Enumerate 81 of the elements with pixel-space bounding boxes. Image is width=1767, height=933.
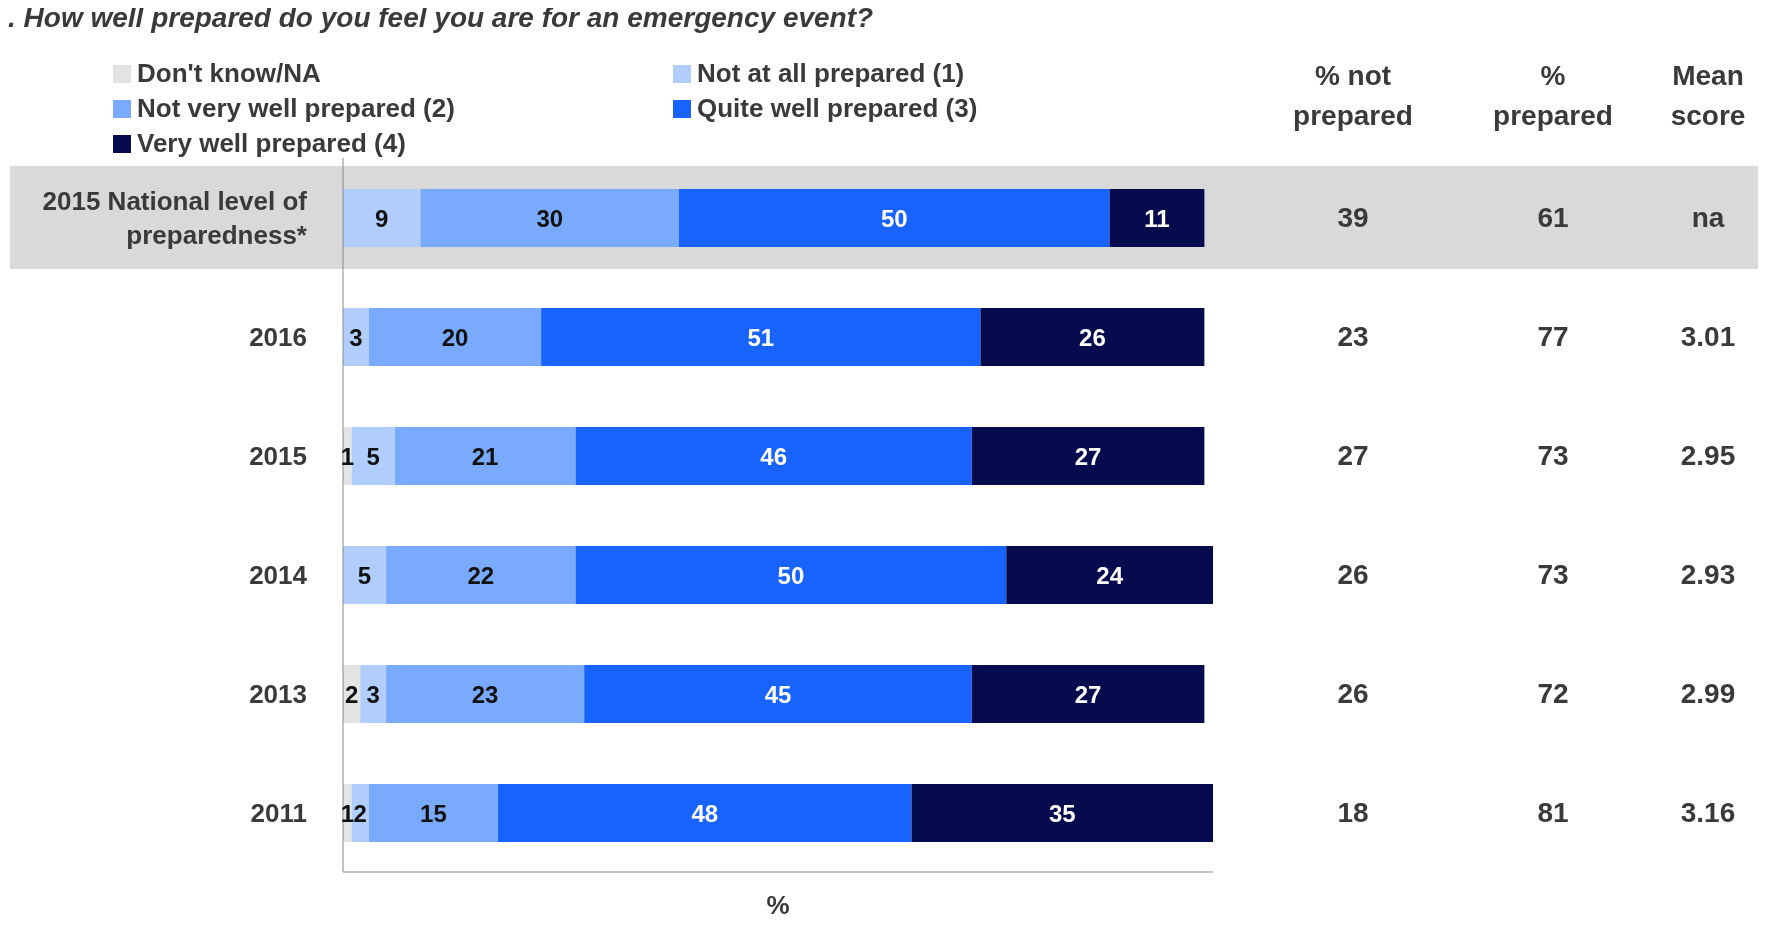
text: 18 <box>1336 795 1370 830</box>
bar <box>394 427 576 485</box>
bar <box>575 546 1007 604</box>
text: 73 <box>1536 557 1570 592</box>
data-label: 50 <box>880 204 908 232</box>
text: 3.16 <box>1679 795 1737 830</box>
data-label: 27 <box>1074 442 1102 470</box>
bar <box>368 784 499 842</box>
x-axis-title: % <box>766 890 790 920</box>
data-label: 27 <box>1074 680 1102 708</box>
text: Mean score <box>1669 59 1747 133</box>
data-label: 48 <box>691 799 719 827</box>
data-label: 11 <box>1144 204 1170 232</box>
legend-label: Not at all prepared (1) <box>697 58 965 89</box>
data-label: 1 <box>340 799 354 827</box>
text: % prepared <box>1492 59 1614 133</box>
bar <box>971 427 1205 485</box>
bar <box>678 189 1110 247</box>
bar <box>980 308 1205 366</box>
text: 26 <box>1336 557 1370 592</box>
data-label: 15 <box>420 799 447 827</box>
text: 77 <box>1536 319 1570 354</box>
data-label: 35 <box>1048 799 1076 827</box>
data-label: 26 <box>1079 323 1106 351</box>
data-label: 2 <box>353 799 367 827</box>
bar <box>343 546 387 604</box>
data-label: 5 <box>357 561 372 589</box>
data-label: 3 <box>349 323 363 351</box>
text: na <box>1690 200 1726 235</box>
data-label: 46 <box>760 442 788 470</box>
bar <box>1006 546 1213 604</box>
bar <box>541 308 981 366</box>
y-tick-label: 2015 <box>249 440 307 471</box>
data-label: 51 <box>747 323 775 351</box>
text: 39 <box>1336 200 1370 235</box>
data-label: 50 <box>777 561 805 589</box>
data-label: 30 <box>536 204 564 232</box>
bar <box>343 189 421 247</box>
bar <box>498 784 912 842</box>
text: 81 <box>1536 795 1570 830</box>
data-label: 45 <box>764 680 792 708</box>
data-label: 22 <box>467 561 495 589</box>
y-tick-label: 2016 <box>249 321 307 352</box>
bar <box>575 427 972 485</box>
data-label: 1 <box>340 442 354 470</box>
data-label: 21 <box>471 442 499 470</box>
text: 2.93 <box>1679 557 1737 592</box>
text: 23 <box>1336 319 1370 354</box>
data-label: 3 <box>366 680 380 708</box>
text: % not prepared <box>1292 59 1414 133</box>
data-label: 23 <box>471 680 499 708</box>
data-label: 2 <box>344 680 359 708</box>
data-label: 20 <box>441 323 469 351</box>
text: 2.95 <box>1679 438 1737 473</box>
text: 61 <box>1536 200 1570 235</box>
y-tick-label: 2013 <box>249 678 307 709</box>
legend-label: Quite well prepared (3) <box>697 93 978 124</box>
bar <box>360 665 387 723</box>
y-tick-label: 2011 <box>250 797 307 828</box>
bar <box>368 308 542 366</box>
data-label: 24 <box>1096 561 1124 589</box>
text: 27 <box>1336 438 1370 473</box>
bar <box>911 784 1213 842</box>
text: 73 <box>1536 438 1570 473</box>
y-tick-label: 2014 <box>249 559 308 590</box>
data-label: 9 <box>375 204 389 232</box>
text: 72 <box>1536 676 1570 711</box>
text: 2.99 <box>1679 676 1737 711</box>
y-tick-label: 2015 National level of preparedness* <box>42 185 308 250</box>
bar <box>386 546 576 604</box>
text: 26 <box>1336 676 1370 711</box>
data-label: 5 <box>366 442 380 470</box>
bar <box>420 189 679 247</box>
bar <box>1109 189 1205 247</box>
legend-label: Not very well prepared (2) <box>137 93 455 124</box>
legend-label: Don't know/NA <box>137 58 321 89</box>
bar <box>584 665 972 723</box>
bar <box>971 665 1205 723</box>
text: 3.01 <box>1679 319 1737 354</box>
legend-label: Very well prepared (4) <box>137 128 406 159</box>
bar <box>386 665 585 723</box>
